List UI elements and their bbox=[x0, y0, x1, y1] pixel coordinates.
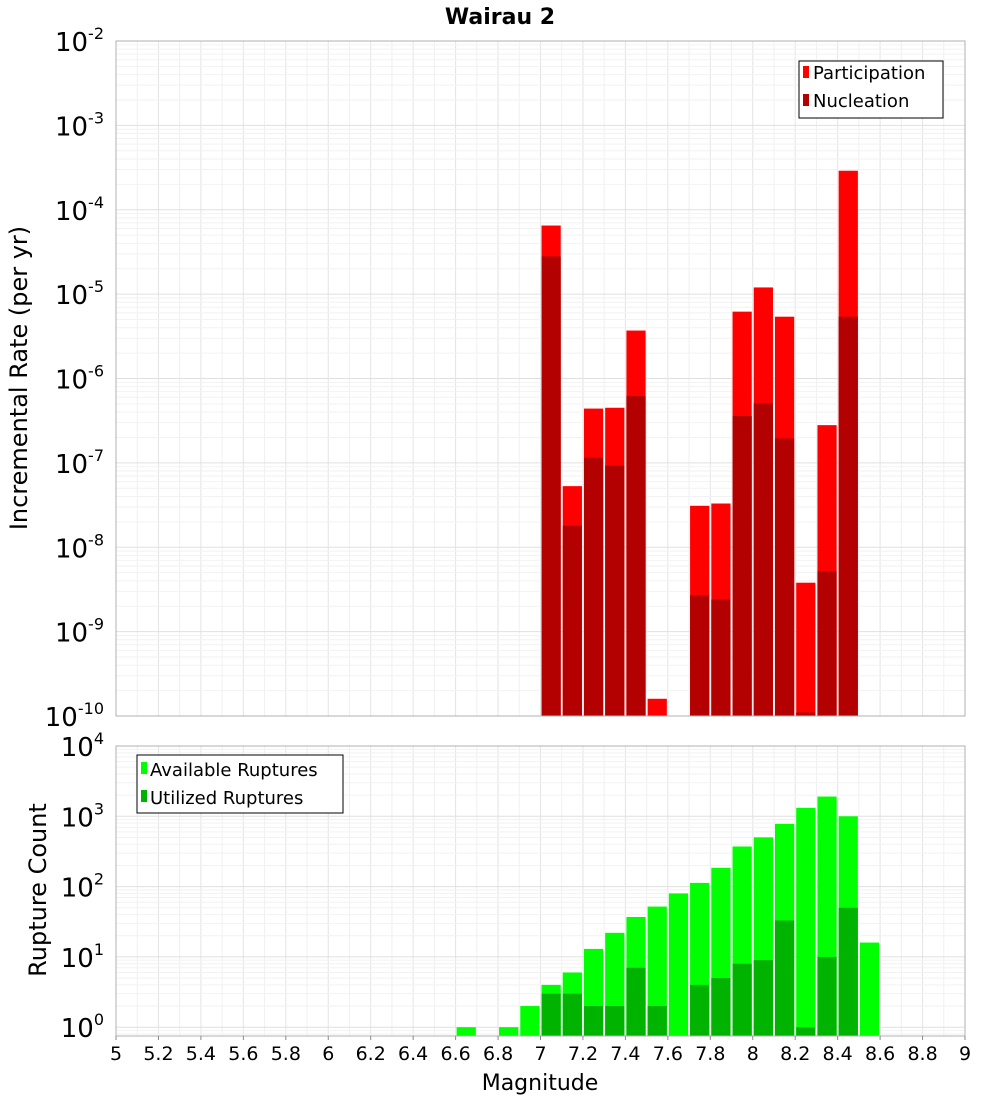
rate-bar-nucleation bbox=[838, 316, 858, 716]
count-legend-box bbox=[136, 754, 344, 814]
available-legend-swatch bbox=[141, 762, 147, 774]
magnitude-x-ticks: 5 5.2 5.4 5.6 5.8 6 6.2 6.4 6.6 6.8 7 7.2 7.4 7.6 7.8 8… bbox=[110, 1036, 971, 1065]
rate-bar-participation bbox=[647, 698, 667, 716]
participation-legend-label: Participation bbox=[813, 63, 925, 84]
x-tick-label: 5.8 bbox=[271, 1043, 301, 1065]
rate-bar-nucleation bbox=[626, 396, 646, 716]
rate-legend: Participation Nucleation bbox=[798, 60, 944, 119]
rate-bars bbox=[541, 170, 858, 716]
x-tick-label: 8.4 bbox=[823, 1043, 853, 1065]
rate-plot-border bbox=[115, 40, 966, 717]
rate-bar-nucleation bbox=[605, 465, 625, 716]
y-tick-label: 10-2 bbox=[55, 24, 104, 58]
count-bar-utilized-ruptures bbox=[583, 1006, 604, 1036]
x-tick-label: 8 bbox=[747, 1043, 759, 1065]
y-tick-label: 10-5 bbox=[55, 277, 104, 311]
count-bar-utilized-ruptures bbox=[774, 920, 795, 1036]
rate-bar-nucleation bbox=[796, 712, 816, 716]
nucleation-legend-label: Nucleation bbox=[813, 91, 909, 112]
x-tick-label: 5.2 bbox=[143, 1043, 173, 1065]
y-tick-label: 101 bbox=[61, 940, 104, 974]
x-tick-label: 6.4 bbox=[398, 1043, 428, 1065]
rate-bar-nucleation bbox=[562, 525, 582, 716]
available-legend-label: Available Ruptures bbox=[150, 760, 318, 781]
x-tick-label: 8.8 bbox=[907, 1043, 937, 1065]
x-tick-label: 8.6 bbox=[865, 1043, 895, 1065]
y-tick-label: 10-4 bbox=[55, 193, 104, 227]
y-tick-label: 10-8 bbox=[55, 530, 104, 564]
x-tick-label: 5.4 bbox=[186, 1043, 216, 1065]
count-bar-utilized-ruptures bbox=[817, 956, 837, 1036]
participation-legend-swatch bbox=[803, 66, 809, 78]
count-bar-utilized-ruptures bbox=[732, 963, 752, 1036]
count-bar-utilized-ruptures bbox=[605, 1006, 625, 1036]
x-tick-label: 9 bbox=[959, 1043, 971, 1065]
count-bar-utilized-ruptures bbox=[690, 984, 710, 1036]
x-tick-label: 5 bbox=[110, 1043, 122, 1065]
y-tick-label: 100 bbox=[61, 1010, 104, 1044]
rate-bar-nucleation bbox=[711, 599, 731, 716]
magnitude-x-axis-label: Magnitude bbox=[482, 1071, 599, 1096]
x-tick-label: 6.6 bbox=[440, 1043, 470, 1065]
rate-legend-box bbox=[798, 60, 944, 119]
count-panel: 100 101 102 103 104 5 5.2 5.4 5.6 5.8 6 6.2 6.4 6.6 6… bbox=[24, 729, 971, 1096]
x-tick-label: 8.2 bbox=[780, 1043, 810, 1065]
x-tick-label: 7.8 bbox=[695, 1043, 725, 1065]
count-bar-utilized-ruptures bbox=[562, 993, 582, 1036]
count-bar-utilized-ruptures bbox=[796, 1027, 816, 1036]
count-y-ticks: 100 101 102 103 104 bbox=[61, 729, 104, 1044]
count-legend: Available Ruptures Utilized Ruptures bbox=[136, 754, 344, 814]
rate-bar-nucleation bbox=[753, 403, 773, 716]
count-bar-utilized-ruptures bbox=[541, 993, 561, 1036]
count-bar-available-ruptures bbox=[668, 893, 689, 1036]
count-bar-available-ruptures bbox=[499, 1027, 519, 1036]
utilized-legend-label: Utilized Ruptures bbox=[150, 788, 303, 809]
rate-panel: 10-10 10-9 10-8 10-7 10-6 10-5 10-4 10-3 10-2 In… bbox=[5, 24, 966, 733]
x-tick-label: 6 bbox=[322, 1043, 334, 1065]
rate-bar-participation bbox=[796, 582, 816, 716]
y-tick-label: 10-9 bbox=[55, 615, 104, 649]
rate-y-axis-label: Incremental Rate (per yr) bbox=[5, 226, 33, 530]
y-tick-label: 104 bbox=[61, 729, 104, 763]
count-y-axis-label: Rupture Count bbox=[24, 803, 52, 977]
rate-bar-nucleation bbox=[583, 457, 604, 716]
count-bar-utilized-ruptures bbox=[753, 960, 773, 1036]
x-tick-label: 7 bbox=[534, 1043, 546, 1065]
count-bar-utilized-ruptures bbox=[626, 967, 646, 1036]
count-bar-available-ruptures bbox=[859, 942, 880, 1036]
count-bar-utilized-ruptures bbox=[838, 907, 858, 1036]
x-tick-label: 6.8 bbox=[483, 1043, 513, 1065]
count-bar-available-ruptures bbox=[456, 1027, 476, 1036]
x-tick-label: 7.4 bbox=[610, 1043, 640, 1065]
chart-title: Wairau 2 bbox=[445, 5, 555, 30]
y-tick-label: 10-3 bbox=[55, 108, 104, 142]
count-bars bbox=[456, 796, 880, 1036]
rate-y-ticks: 10-10 10-9 10-8 10-7 10-6 10-5 10-4 10-3 10-2 bbox=[45, 24, 104, 733]
y-tick-label: 10-6 bbox=[55, 362, 104, 396]
rate-bar-nucleation bbox=[817, 571, 837, 716]
rate-grid bbox=[115, 40, 966, 717]
rate-bar-nucleation bbox=[732, 415, 752, 716]
x-tick-label: 6.2 bbox=[356, 1043, 386, 1065]
rate-bar-nucleation bbox=[774, 438, 795, 716]
count-bar-available-ruptures bbox=[647, 906, 667, 1036]
count-bar-utilized-ruptures bbox=[711, 978, 731, 1036]
x-tick-label: 7.2 bbox=[568, 1043, 598, 1065]
count-bar-available-ruptures bbox=[796, 807, 816, 1036]
x-tick-label: 5.6 bbox=[228, 1043, 258, 1065]
x-tick-label: 7.6 bbox=[653, 1043, 683, 1065]
utilized-legend-swatch bbox=[141, 790, 147, 802]
count-bar-available-ruptures bbox=[520, 1006, 540, 1036]
rate-bar-nucleation bbox=[690, 595, 710, 716]
y-tick-label: 102 bbox=[61, 870, 104, 904]
y-tick-label: 10-10 bbox=[45, 699, 104, 733]
y-tick-label: 10-7 bbox=[55, 446, 104, 480]
count-bar-utilized-ruptures bbox=[647, 1006, 667, 1036]
rate-bar-nucleation bbox=[541, 256, 561, 716]
nucleation-legend-swatch bbox=[803, 94, 809, 106]
y-tick-label: 103 bbox=[61, 799, 104, 833]
